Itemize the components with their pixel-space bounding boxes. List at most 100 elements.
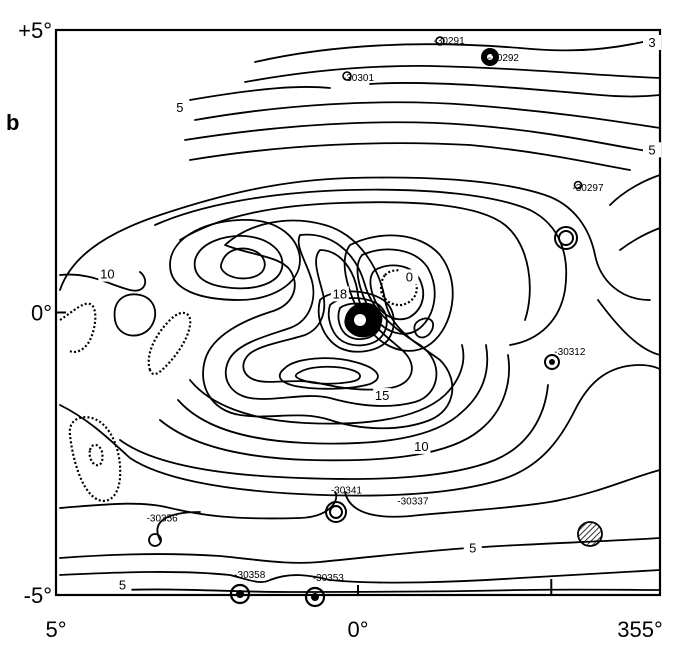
contour-line [59,364,661,497]
contour-line [189,142,631,171]
source-markers [148,36,583,608]
contour-line [59,569,661,584]
contour-line [59,537,661,564]
source-label: -30312 [554,347,586,358]
contour-level-label: 15 [375,388,389,403]
source-label: -30341 [331,485,363,496]
contour-line [177,344,489,445]
negative-contours [59,269,418,503]
y-axis-label: b [6,110,19,135]
contour-line [327,297,388,347]
source-marker-core [487,54,493,60]
source-marker [435,36,445,46]
contour-label-bg [643,142,661,158]
contour-line [202,219,454,430]
contour-label-bg [98,266,117,282]
contour-line [119,588,661,593]
source-marker [304,586,326,608]
beam-size-marker [577,521,603,547]
contour-line [193,235,284,290]
contour-level-label: 5 [469,541,476,556]
contour-line [194,101,661,129]
negative-contour [59,302,97,354]
contour-line [244,65,661,83]
source-labels: -30291 -30292 -30301 -30297 -30312 -30341 -303… [147,36,604,584]
negative-contour [88,443,104,467]
contour-level-label: 10 [414,439,428,454]
contour-level-label: 10 [100,267,114,282]
contour-line [369,82,661,98]
contour-line [254,37,661,63]
source-marker-core [549,359,555,365]
contour-line [119,384,549,480]
y-tick-label: 0° [31,301,52,326]
axis-tick-labels: 5° 0° 355° +5° 0° -5° [18,18,663,642]
contour-line [113,293,157,337]
contour-label-bg [170,99,189,115]
y-tick-label: +5° [18,18,52,43]
source-marker [329,505,343,519]
contour-level-label: 18 [333,286,347,301]
contour-line [59,491,338,520]
source-label: -30301 [343,73,375,84]
negative-contour [147,311,192,376]
contour-level-labels: 3 5 5 10 18 0 15 10 5 5 [98,34,661,593]
y-tick-label: -5° [24,583,52,608]
source-marker [229,583,251,605]
source-label: -30337 [397,497,429,508]
source-marker [554,226,578,250]
core-highlight [354,314,366,326]
contour-line [154,188,568,346]
source-marker [325,501,347,523]
contour-line [184,121,656,153]
contour-label-bg [400,269,419,285]
contour-line [278,357,379,390]
contour-line [294,365,361,385]
contour-line [220,247,266,280]
contour-line [189,344,465,425]
source-label: -30353 [313,573,345,584]
source-label: -30297 [572,183,604,194]
source-label: -30292 [488,53,520,64]
contour-label-bg [373,388,392,404]
negative-contour [379,269,418,307]
source-marker-core [311,593,319,601]
contour-line [413,317,434,339]
contour-level-label: 0 [406,269,413,284]
contour-level-label: 5 [119,577,126,592]
contour-label-bg [643,34,661,50]
contour-level-label: 5 [176,100,183,115]
contour-line [59,271,147,292]
source-label: -30356 [147,514,179,525]
contour-label-bg [412,438,431,454]
contour-lines [59,37,661,593]
contour-line [189,86,331,101]
contour-line [59,176,661,356]
axis-ticks [55,29,661,596]
x-tick-label: 5° [45,617,66,642]
negative-contour [68,416,122,503]
contour-line [159,354,510,462]
source-marker [544,354,560,370]
source-marker [342,71,352,81]
source-marker-core [236,590,244,598]
contour-label-bg [463,540,482,556]
contour-label-bg [330,286,349,302]
contour-label-bg [113,577,132,593]
contour-line [179,201,531,321]
contour-level-label: 3 [648,35,655,50]
contour-line [356,248,436,335]
source-marker [558,230,574,246]
source-marker [148,533,162,547]
source-label: -30291 [434,36,466,47]
contour-line [317,290,395,353]
contour-line [609,174,661,206]
source-label: -30358 [234,570,266,581]
contour-level-label: 5 [648,142,655,157]
source-marker [573,180,583,190]
x-tick-label: 355° [617,617,663,642]
contour-line [169,219,301,301]
x-tick-label: 0° [347,617,368,642]
